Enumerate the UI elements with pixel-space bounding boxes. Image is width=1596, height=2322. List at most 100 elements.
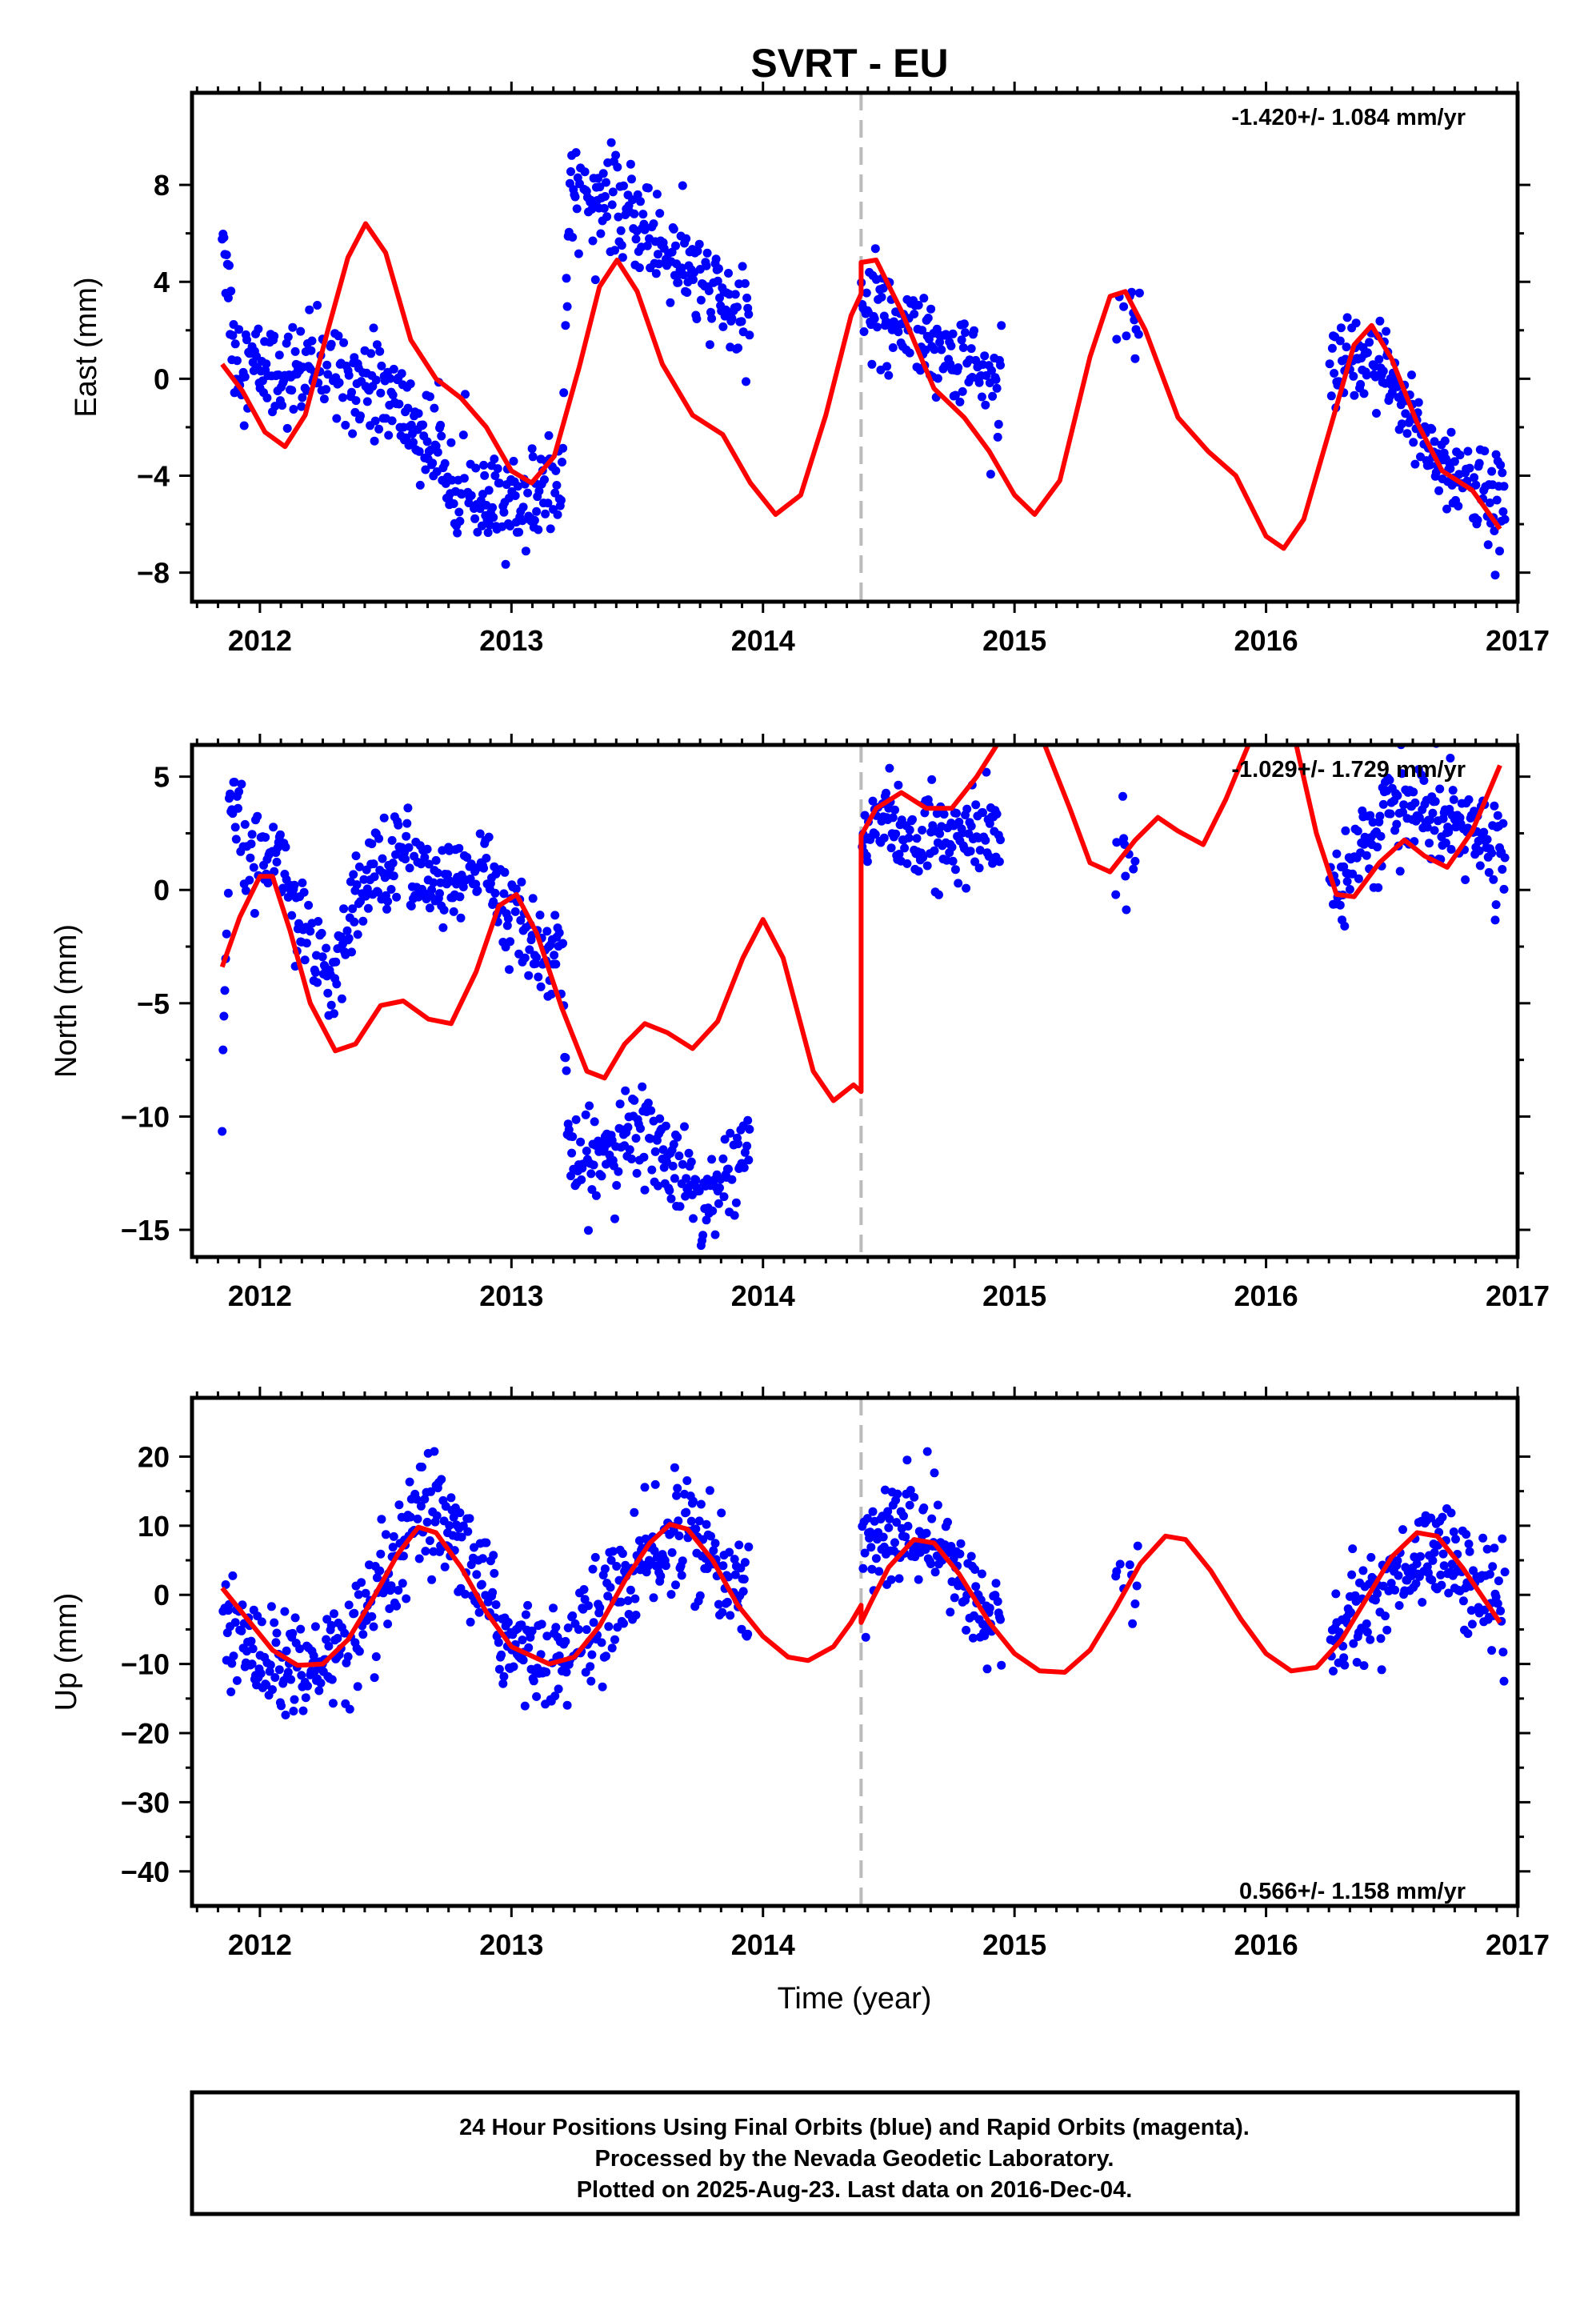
observation-point <box>718 1607 727 1617</box>
observation-point <box>296 326 306 336</box>
observation-point <box>1346 1607 1355 1617</box>
x-tick-label: 2013 <box>479 1279 543 1312</box>
observation-point <box>228 330 238 340</box>
observation-point <box>631 234 641 244</box>
observation-point <box>623 1123 633 1132</box>
observation-point <box>1480 1605 1490 1615</box>
observation-point <box>412 1495 422 1504</box>
observation-point <box>981 400 990 410</box>
observation-point <box>219 1011 229 1021</box>
observation-point <box>996 360 1005 370</box>
observation-point <box>937 345 946 354</box>
observation-point <box>1377 1665 1386 1675</box>
observation-point <box>274 1665 284 1675</box>
observation-point <box>1399 800 1409 810</box>
observation-point <box>322 1635 331 1644</box>
observation-point <box>227 1659 237 1668</box>
observation-point <box>1335 336 1345 346</box>
observation-point <box>1359 1661 1369 1671</box>
observation-point <box>248 1644 258 1654</box>
observation-point <box>590 1117 599 1127</box>
y-tick-label: 0 <box>154 874 170 907</box>
observation-point <box>316 1679 326 1687</box>
observation-point <box>1410 798 1420 807</box>
observation-point <box>375 346 385 356</box>
observation-point <box>718 1561 728 1571</box>
observation-point <box>596 229 606 238</box>
observation-point <box>337 994 346 1003</box>
observation-point <box>862 857 872 867</box>
observation-point <box>268 1685 277 1695</box>
observation-point <box>738 262 747 271</box>
observation-point <box>696 295 706 305</box>
x-tick-label: 2014 <box>731 1279 795 1312</box>
observation-point <box>582 1147 591 1155</box>
observation-point <box>589 1160 598 1170</box>
observation-point <box>1419 776 1429 785</box>
observation-point <box>1376 831 1386 841</box>
observation-point <box>1111 890 1121 899</box>
observation-point <box>1335 900 1345 910</box>
observation-point <box>627 1155 636 1163</box>
observation-point <box>744 1155 754 1165</box>
observation-point <box>631 1134 641 1143</box>
observation-point <box>682 1476 692 1485</box>
observation-point <box>954 363 963 372</box>
observation-point <box>509 456 518 466</box>
observation-point <box>682 234 691 243</box>
observation-point <box>661 1121 670 1131</box>
observation-point <box>1500 1567 1510 1577</box>
observation-point <box>1439 1561 1449 1571</box>
observation-point <box>566 1171 575 1181</box>
observation-point <box>418 420 428 430</box>
observation-point <box>1494 1576 1503 1586</box>
observation-point <box>290 880 299 890</box>
observation-point <box>554 1684 563 1694</box>
observation-point <box>600 1564 610 1574</box>
observation-point <box>431 855 441 865</box>
observation-point <box>1474 836 1483 846</box>
observation-point <box>324 1641 334 1651</box>
observation-point <box>654 250 662 259</box>
observation-point <box>576 1137 586 1147</box>
observation-point <box>247 830 257 839</box>
observation-point <box>479 863 489 873</box>
observation-point <box>652 190 662 199</box>
observation-point <box>1488 1562 1498 1571</box>
observation-point <box>1430 1547 1439 1557</box>
observation-point <box>562 302 572 311</box>
observation-point <box>430 1447 439 1456</box>
observation-point <box>590 275 600 285</box>
observation-point <box>1397 769 1406 779</box>
observation-point <box>394 1586 403 1595</box>
observation-point <box>607 1643 617 1653</box>
observation-point <box>1121 871 1130 881</box>
observation-point <box>954 817 964 827</box>
observation-point <box>580 167 590 177</box>
observation-point <box>727 1175 737 1184</box>
observation-point <box>516 915 526 925</box>
observation-point <box>918 853 928 863</box>
observation-point <box>473 527 482 537</box>
observation-point <box>499 1671 509 1681</box>
observation-point <box>871 1554 881 1563</box>
observation-point <box>1463 446 1473 456</box>
observation-point <box>370 416 380 426</box>
observation-point <box>1500 514 1510 524</box>
observation-point <box>715 1183 724 1193</box>
observation-point <box>639 1152 649 1162</box>
observation-point <box>371 1652 381 1661</box>
observation-point <box>528 452 538 462</box>
observation-point <box>668 1161 678 1171</box>
observation-point <box>1376 1634 1386 1643</box>
observation-point <box>454 843 464 853</box>
observation-point <box>352 880 362 890</box>
observation-point <box>1462 1530 1471 1539</box>
observation-point <box>619 1619 628 1628</box>
observation-point <box>367 839 377 849</box>
observation-point <box>656 1571 666 1581</box>
observation-point <box>1416 1551 1425 1561</box>
observation-point <box>632 1168 642 1178</box>
observation-point <box>498 1679 508 1688</box>
observation-point <box>1118 791 1127 801</box>
